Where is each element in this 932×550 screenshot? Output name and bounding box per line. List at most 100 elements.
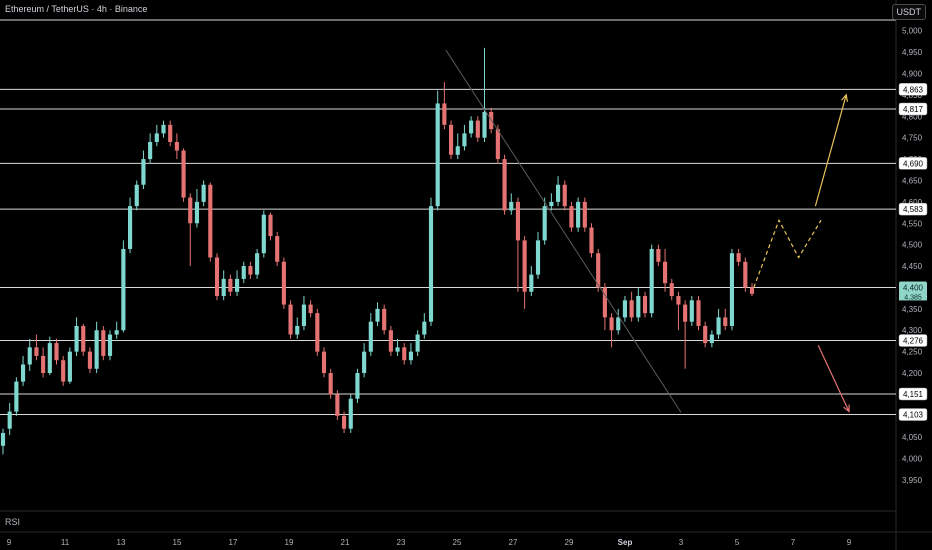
candle-body[interactable] — [0, 432, 6, 446]
candle-body[interactable] — [408, 351, 414, 361]
candle-body[interactable] — [214, 257, 220, 297]
candle-body[interactable] — [47, 343, 52, 374]
candle-body[interactable] — [328, 373, 333, 395]
candle-body[interactable] — [522, 240, 527, 292]
candle-body[interactable] — [141, 159, 146, 185]
candle-body[interactable] — [148, 141, 153, 160]
candle-body[interactable] — [395, 347, 400, 352]
candle-body[interactable] — [341, 415, 347, 429]
candle-body[interactable] — [703, 325, 708, 344]
candle-body[interactable] — [54, 343, 59, 361]
candle-body[interactable] — [248, 266, 253, 275]
candle-body[interactable] — [348, 398, 353, 429]
candle-body[interactable] — [649, 248, 654, 314]
candle-body[interactable] — [562, 184, 567, 207]
candle-body[interactable] — [475, 120, 480, 138]
candle-body[interactable] — [656, 248, 661, 262]
candle-body[interactable] — [20, 364, 26, 382]
candle-body[interactable] — [629, 300, 634, 318]
candle-body[interactable] — [107, 334, 113, 356]
candle-body[interactable] — [355, 373, 360, 399]
candle-body[interactable] — [174, 141, 179, 151]
candle-body[interactable] — [555, 184, 561, 202]
candle-body[interactable] — [161, 124, 166, 134]
candle-body[interactable] — [422, 321, 427, 335]
candle-body[interactable] — [428, 206, 434, 322]
candle-body[interactable] — [636, 296, 641, 318]
candle-body[interactable] — [448, 124, 454, 155]
candle-body[interactable] — [255, 253, 260, 275]
candle-body[interactable] — [281, 261, 286, 305]
bullish-arrow[interactable] — [814, 94, 847, 207]
candle-body[interactable] — [509, 201, 514, 211]
candle-body[interactable] — [622, 300, 628, 318]
candle-body[interactable] — [208, 184, 213, 258]
candle-body[interactable] — [723, 317, 728, 326]
candle-body[interactable] — [535, 240, 541, 275]
candle-body[interactable] — [662, 261, 668, 284]
candle-body[interactable] — [382, 308, 387, 331]
candle-body[interactable] — [415, 334, 420, 352]
candle-body[interactable] — [616, 317, 621, 331]
candle-body[interactable] — [288, 304, 293, 335]
candle-body[interactable] — [315, 313, 320, 352]
candle-body[interactable] — [61, 360, 66, 382]
candle-body[interactable] — [515, 201, 521, 241]
candle-body[interactable] — [749, 287, 755, 294]
candle-body[interactable] — [642, 296, 648, 314]
candle-body[interactable] — [609, 317, 614, 331]
candle-body[interactable] — [435, 103, 440, 207]
candle-body[interactable] — [683, 304, 688, 322]
candle-body[interactable] — [362, 351, 367, 374]
candle-body[interactable] — [462, 133, 467, 147]
candle-body[interactable] — [502, 159, 507, 211]
descending-trend-line[interactable] — [445, 49, 682, 413]
bearish-arrow[interactable] — [817, 344, 850, 412]
candle-body[interactable] — [743, 261, 748, 288]
candle-body[interactable] — [676, 296, 681, 305]
candle-body[interactable] — [716, 317, 721, 335]
candle-body[interactable] — [368, 321, 373, 352]
candle-body[interactable] — [589, 227, 594, 254]
candle-body[interactable] — [34, 347, 39, 356]
candle-body[interactable] — [234, 278, 240, 292]
candle-body[interactable] — [181, 150, 186, 198]
candle-body[interactable] — [87, 351, 93, 369]
candle-body[interactable] — [228, 278, 233, 292]
candle-body[interactable] — [221, 278, 226, 297]
candle-body[interactable] — [114, 330, 119, 335]
candle-body[interactable] — [596, 253, 601, 288]
candle-body[interactable] — [295, 325, 300, 335]
candle-body[interactable] — [375, 308, 380, 322]
candle-body[interactable] — [134, 184, 139, 207]
candle-body[interactable] — [736, 253, 741, 262]
candle-body[interactable] — [569, 206, 574, 228]
candle-body[interactable] — [729, 253, 735, 326]
candle-body[interactable] — [168, 124, 173, 142]
candle-body[interactable] — [27, 347, 32, 365]
candle-body[interactable] — [81, 325, 86, 352]
candle-body[interactable] — [709, 334, 714, 344]
candle-body[interactable] — [154, 133, 159, 142]
candle-body[interactable] — [275, 236, 280, 262]
candle-body[interactable] — [74, 325, 79, 352]
candle-body[interactable] — [67, 351, 72, 382]
candle-body[interactable] — [402, 347, 407, 361]
candle-body[interactable] — [101, 330, 106, 356]
candle-body[interactable] — [542, 206, 547, 241]
candle-body[interactable] — [602, 287, 607, 318]
candle-body[interactable] — [41, 355, 46, 374]
candle-body[interactable] — [455, 146, 460, 155]
candle-body[interactable] — [268, 214, 273, 237]
candle-body[interactable] — [7, 411, 12, 429]
candle-body[interactable] — [261, 214, 266, 254]
candle-body[interactable] — [321, 351, 327, 374]
candle-body[interactable] — [482, 112, 487, 138]
candle-body[interactable] — [669, 283, 674, 297]
candle-body[interactable] — [689, 300, 694, 322]
candle-body[interactable] — [582, 201, 587, 228]
candle-body[interactable] — [576, 201, 581, 228]
candle-body[interactable] — [194, 201, 200, 224]
candle-body[interactable] — [696, 300, 701, 326]
